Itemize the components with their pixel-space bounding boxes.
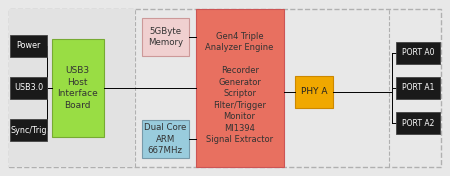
Text: PORT A1: PORT A1 (402, 83, 434, 93)
FancyBboxPatch shape (52, 39, 104, 137)
Text: PORT A0: PORT A0 (402, 48, 434, 57)
FancyBboxPatch shape (396, 77, 440, 99)
Text: USB3
Host
Interface
Board: USB3 Host Interface Board (57, 66, 98, 110)
Text: Dual Core
ARM
667MHz: Dual Core ARM 667MHz (144, 123, 187, 155)
Text: Sync/Trig: Sync/Trig (10, 126, 47, 135)
Text: Power: Power (16, 41, 40, 50)
FancyBboxPatch shape (142, 18, 189, 56)
FancyBboxPatch shape (10, 35, 47, 57)
FancyBboxPatch shape (9, 9, 135, 167)
Text: 5GByte
Memory: 5GByte Memory (148, 27, 183, 47)
Text: USB3.0: USB3.0 (14, 83, 43, 93)
FancyBboxPatch shape (196, 9, 284, 167)
Text: Gen4 Triple
Analyzer Engine

Recorder
Generator
Scriptor
Filter/Trigger
Monitor
: Gen4 Triple Analyzer Engine Recorder Gen… (206, 32, 274, 144)
Text: PORT A2: PORT A2 (402, 119, 434, 128)
FancyBboxPatch shape (10, 119, 47, 141)
FancyBboxPatch shape (396, 112, 440, 134)
FancyBboxPatch shape (10, 77, 47, 99)
FancyBboxPatch shape (295, 76, 333, 108)
FancyBboxPatch shape (142, 120, 189, 158)
FancyBboxPatch shape (396, 42, 440, 64)
Text: PHY A: PHY A (301, 87, 327, 96)
